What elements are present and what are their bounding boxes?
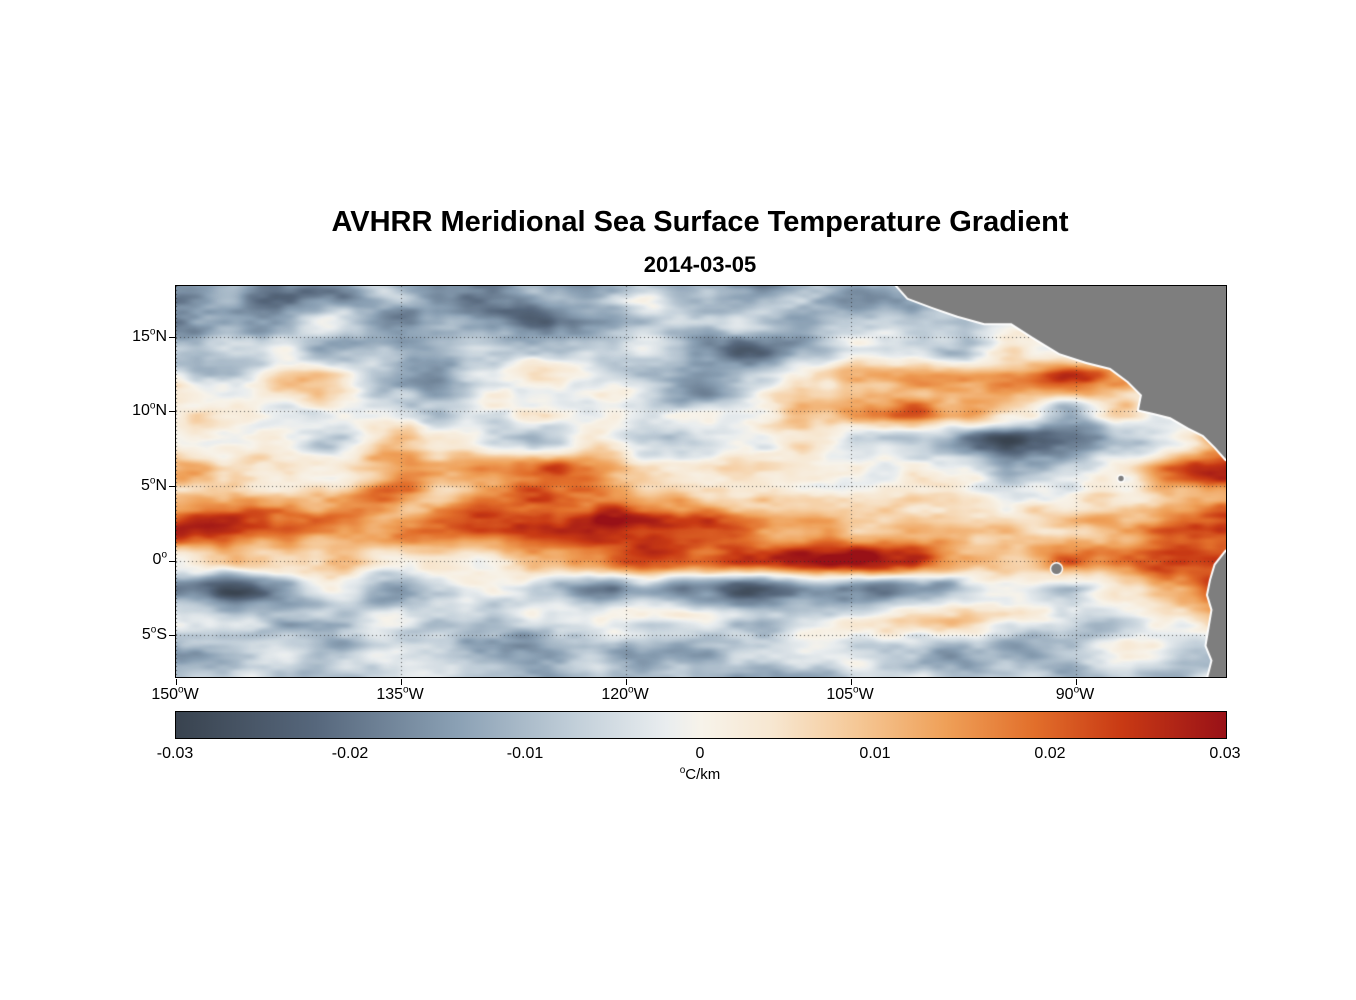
axis-tick (169, 337, 175, 338)
y-tick-label: 5oS (95, 624, 167, 644)
sst-gradient-heatmap (176, 286, 1226, 677)
y-tick-label: 0o (95, 549, 167, 569)
y-tick-value: 10 (132, 402, 150, 419)
y-tick-value: 5 (141, 626, 151, 643)
degree-symbol: o (149, 400, 156, 412)
colorbar-unit-text: C/km (685, 766, 721, 783)
colorbar-tick-label: 0.03 (1209, 745, 1241, 762)
x-tick-value: 135 (376, 686, 404, 703)
y-tick-value: 15 (132, 328, 150, 345)
y-tick-hemisphere: N (155, 328, 167, 345)
axis-tick (851, 679, 852, 685)
degree-symbol: o (178, 684, 184, 696)
x-tick-hemisphere: W (858, 686, 874, 703)
x-tick-value: 120 (601, 686, 629, 703)
y-tick-hemisphere: N (155, 402, 167, 419)
y-tick-label: 10oN (95, 400, 167, 420)
axis-tick (169, 561, 175, 562)
colorbar-tick-label: -0.02 (331, 745, 369, 762)
colorbar-tick-label: 0 (695, 745, 705, 762)
y-tick-label: 15oN (95, 326, 167, 346)
colorbar-tick-label: -0.01 (506, 745, 544, 762)
figure-date: 2014-03-05 (643, 252, 757, 277)
y-tick-hemisphere: S (156, 626, 167, 643)
colorbar-tick-label: 0.02 (1034, 745, 1066, 762)
axis-tick (1076, 679, 1077, 685)
degree-symbol: o (1073, 684, 1080, 696)
x-tick-hemisphere: W (408, 686, 424, 703)
figure-title: AVHRR Meridional Sea Surface Temperature… (331, 206, 1069, 238)
axis-tick (169, 411, 175, 412)
y-tick-value: 5 (140, 477, 150, 494)
x-tick-label: 150oW (151, 684, 199, 704)
degree-symbol: o (149, 475, 156, 487)
y-tick-label: 5oN (95, 475, 167, 495)
degree-symbol: o (150, 624, 157, 636)
x-tick-label: 135oW (376, 684, 424, 704)
colorbar-tick-label: -0.03 (156, 745, 194, 762)
axis-tick (169, 486, 175, 487)
degree-symbol: o (161, 549, 167, 561)
y-tick-hemisphere: N (155, 477, 167, 494)
axis-tick (176, 679, 177, 685)
colorbar (175, 711, 1227, 739)
x-tick-label: 120oW (601, 684, 649, 704)
degree-symbol: o (403, 684, 409, 696)
degree-symbol: o (628, 684, 634, 696)
x-tick-label: 90oW (1055, 684, 1095, 704)
colorbar-gradient (176, 712, 1226, 738)
x-tick-hemisphere: W (633, 686, 649, 703)
degree-symbol: o (149, 326, 156, 338)
map-plot (175, 285, 1227, 678)
axis-tick (626, 679, 627, 685)
x-tick-value: 105 (826, 686, 854, 703)
x-tick-value: 90 (1055, 686, 1074, 703)
y-tick-value: 0 (152, 551, 162, 568)
x-tick-value: 150 (151, 686, 179, 703)
degree-symbol: o (853, 684, 859, 696)
axis-tick (169, 635, 175, 636)
degree-symbol: o (679, 765, 686, 776)
colorbar-tick-label: 0.01 (859, 745, 891, 762)
colorbar-unit-label: oC/km (175, 765, 1225, 784)
x-tick-label: 105oW (826, 684, 874, 704)
x-tick-hemisphere: W (1079, 686, 1095, 703)
x-tick-hemisphere: W (183, 686, 199, 703)
axis-tick (401, 679, 402, 685)
